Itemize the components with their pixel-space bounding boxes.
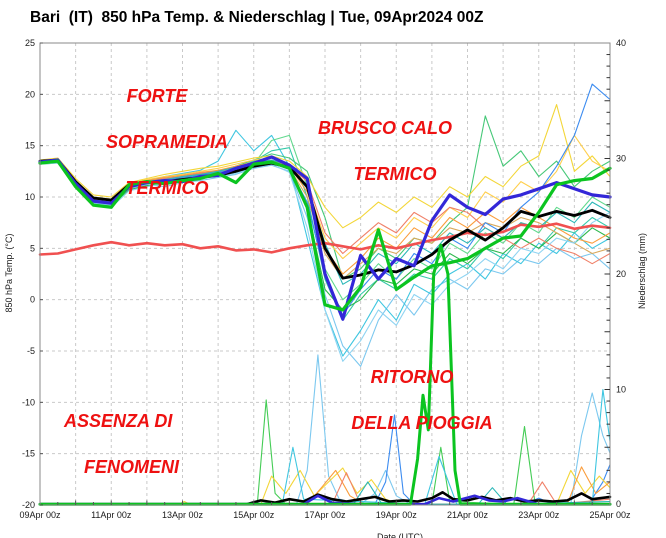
- svg-text:09Apr 00z: 09Apr 00z: [19, 510, 61, 520]
- annotation-line: SOPRAMEDIA: [106, 132, 229, 152]
- svg-text:20: 20: [616, 269, 626, 279]
- svg-text:10: 10: [25, 192, 35, 202]
- left-axis-title: 850 hPa Temp. (°C): [4, 234, 14, 313]
- svg-text:25: 25: [25, 38, 35, 48]
- annotation-line: TERMICO: [125, 178, 209, 198]
- temp-series-deterministic-green: [38, 159, 612, 312]
- annotation-assenza-di-fenomeni: ASSENZA DI FENOMENI: [64, 410, 224, 479]
- axes: [39, 42, 611, 506]
- temp-series-operational-blue: [38, 155, 612, 321]
- annotation-line: DELLA PIOGGIA: [351, 413, 493, 433]
- svg-text:20: 20: [25, 89, 35, 99]
- svg-text:19Apr 00z: 19Apr 00z: [376, 510, 418, 520]
- svg-text:10: 10: [616, 385, 626, 395]
- temp-series-member-lightblue: [39, 161, 611, 367]
- annotation-line: RITORNO: [370, 367, 454, 387]
- precip-ensemble-mean: [38, 491, 612, 506]
- svg-text:30: 30: [616, 154, 626, 164]
- svg-text:40: 40: [616, 38, 626, 48]
- annotation-line: BRUSCO CALO: [318, 118, 452, 138]
- svg-text:15: 15: [25, 141, 35, 151]
- chart-title: Bari (IT) 850 hPa Temp. & Niederschlag |…: [30, 9, 484, 26]
- precip-member-green: [39, 399, 611, 505]
- annotation-line: FENOMENI: [84, 457, 180, 477]
- annotation-line: ASSENZA DI: [64, 411, 173, 431]
- x-axis-title: Date (UTC): [377, 532, 423, 538]
- annotation-forte-sopramedia-termico: FORTE SOPRAMEDIA TERMICO: [82, 85, 232, 200]
- precip-member-lightblue: [39, 354, 611, 505]
- svg-text:-10: -10: [22, 397, 35, 407]
- svg-text:13Apr 00z: 13Apr 00z: [162, 510, 204, 520]
- temp-series-member-paleblue: [39, 162, 611, 362]
- svg-text:11Apr 00z: 11Apr 00z: [91, 510, 132, 520]
- temp-series-member-green: [39, 160, 611, 311]
- series-lines: [38, 83, 612, 506]
- svg-text:23Apr 00z: 23Apr 00z: [518, 510, 560, 520]
- axis-tick-labels: 25 20 15 10 5 0 -5 -10 -15 -20 40 30 20 10 0 09Apr 00z 1…: [4, 38, 647, 538]
- svg-text:0: 0: [30, 295, 35, 305]
- svg-text:5: 5: [30, 243, 35, 253]
- svg-text:-20: -20: [22, 500, 35, 510]
- precip-deterministic-green: [38, 243, 612, 506]
- svg-text:0: 0: [616, 499, 621, 509]
- svg-text:-5: -5: [27, 346, 35, 356]
- svg-text:25Apr 00z: 25Apr 00z: [589, 510, 631, 520]
- annotation-line: TERMICO: [353, 164, 437, 184]
- svg-text:17Apr 00z: 17Apr 00z: [304, 510, 346, 520]
- annotation-line: FORTE: [126, 86, 188, 106]
- temp-series-climate-mean: [38, 222, 612, 256]
- svg-text:-15: -15: [22, 449, 35, 459]
- annotation-ritorno-della-pioggia: RITORNO DELLA PIOGGIA: [328, 366, 496, 435]
- precip-operational-blue: [38, 494, 612, 506]
- svg-text:15Apr 00z: 15Apr 00z: [233, 510, 275, 520]
- precip-member-cyan: [39, 388, 611, 505]
- annotation-brusco-calo-termico: BRUSCO CALO TERMICO: [306, 117, 464, 186]
- right-axis-title: Niederschlag (mm): [637, 233, 647, 309]
- grid: [40, 43, 610, 505]
- temp-series-member-yellow: [39, 104, 611, 229]
- svg-text:21Apr 00z: 21Apr 00z: [447, 510, 489, 520]
